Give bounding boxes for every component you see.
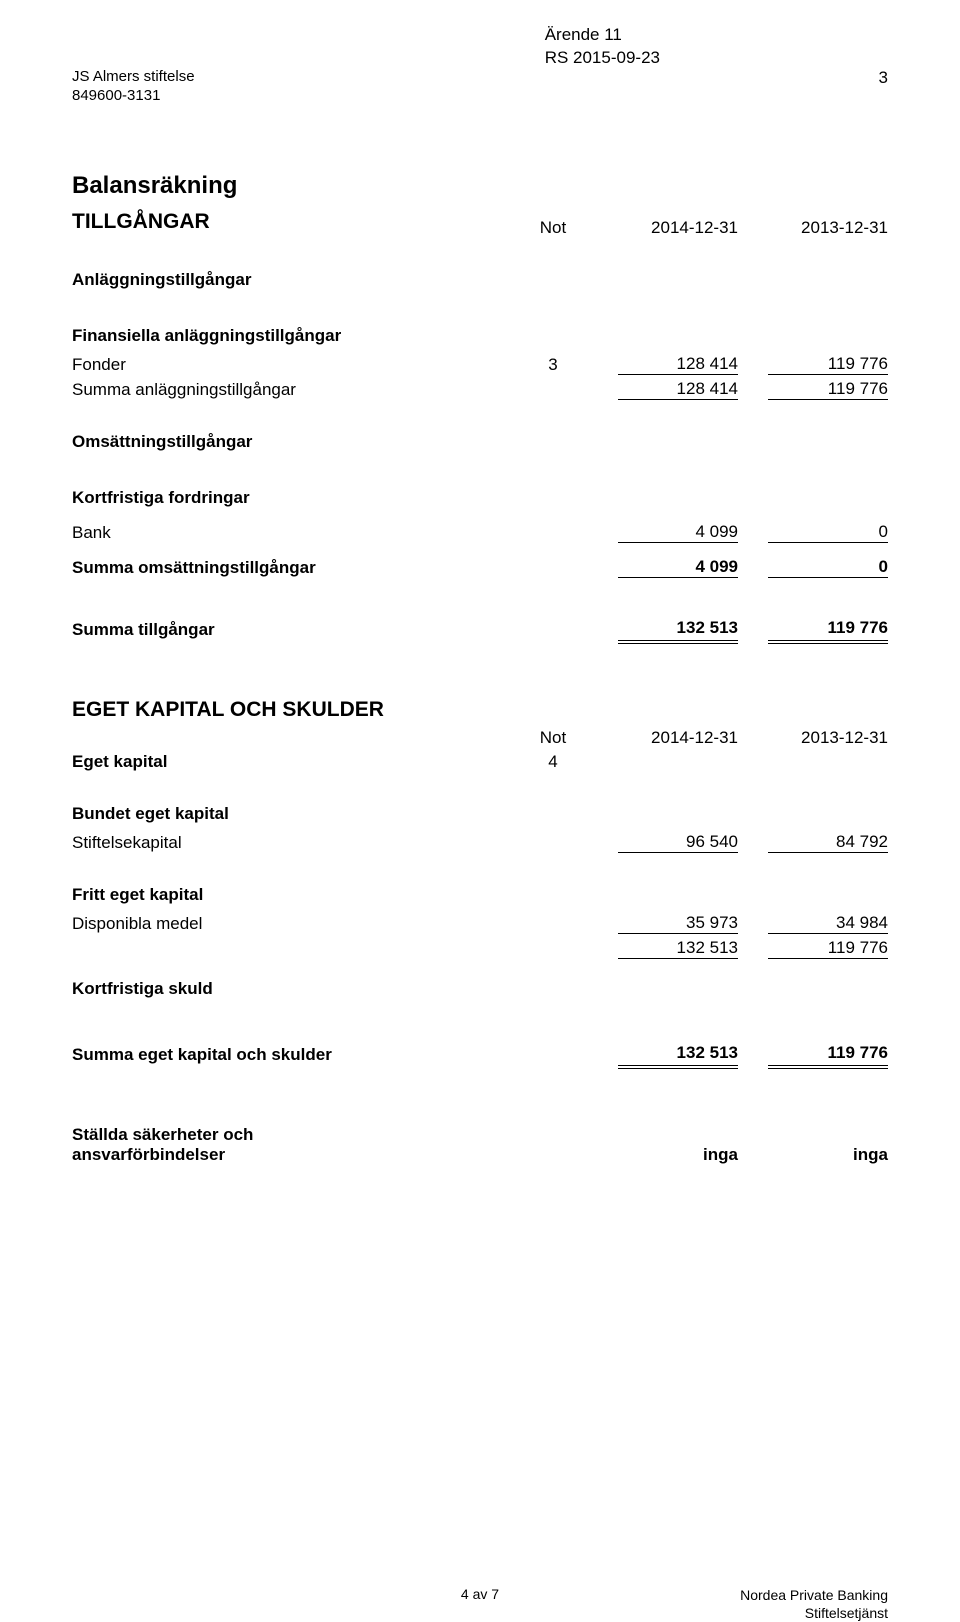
- table-row: Summa tillgångar 132 513 119 776: [72, 616, 888, 642]
- balance-header-table: Balansräkning TILLGÅNGAR Not 2014-12-31 …: [72, 170, 888, 240]
- stiftelsekapital-label: Stiftelsekapital: [72, 830, 518, 855]
- sum-current-label: Summa omsättningstillgångar: [72, 555, 518, 580]
- current-assets-header: Omsättningstillgångar: [72, 432, 888, 452]
- case-number: Ärende 11: [545, 24, 660, 47]
- table-row: 132 513 119 776: [72, 936, 888, 961]
- page: JS Almers stiftelse 849600-3131 Ärende 1…: [0, 0, 960, 1614]
- sum-equity-cur: 132 513: [618, 1043, 738, 1065]
- table-row: Ställda säkerheter och ansvarförbindelse…: [72, 1123, 888, 1167]
- table-row: Stiftelsekapital 96 540 84 792: [72, 830, 888, 855]
- equity-header-table: Not 2014-12-31 2013-12-31 Eget kapital 4: [72, 726, 888, 774]
- eget-kapital-note: 4: [518, 750, 588, 774]
- equity-period-current: 2014-12-31: [588, 726, 738, 750]
- eget-kapital-label: Eget kapital: [72, 750, 518, 774]
- disponibla-cur: 35 973: [618, 913, 738, 934]
- pledged-pri: inga: [853, 1145, 888, 1164]
- sum-equity-label: Summa eget kapital och skulder: [72, 1041, 518, 1067]
- sum-equity-table: Summa eget kapital och skulder 132 513 1…: [72, 1041, 888, 1067]
- table-row: Disponibla medel 35 973 34 984: [72, 911, 888, 936]
- bank-prior: 0: [768, 522, 888, 543]
- pledged-label-2: ansvarförbindelser: [72, 1145, 518, 1165]
- bank-current: 4 099: [618, 522, 738, 543]
- sum-assets-pri: 119 776: [768, 618, 888, 640]
- pledged-table: Ställda säkerheter och ansvarförbindelse…: [72, 1123, 888, 1167]
- sum-fixed-label: Summa anläggningstillgångar: [72, 377, 518, 402]
- bundet-header: Bundet eget kapital: [72, 804, 888, 824]
- subtotal-cur: 132 513: [618, 938, 738, 959]
- sum-assets-cur: 132 513: [618, 618, 738, 640]
- period-prior: 2013-12-31: [738, 208, 888, 240]
- receivables-header: Kortfristiga fordringar: [72, 488, 888, 508]
- subtotal-pri: 119 776: [768, 938, 888, 959]
- footer-right-line1: Nordea Private Banking: [740, 1586, 888, 1604]
- fritt-header: Fritt eget kapital: [72, 885, 888, 905]
- disponibla-label: Disponibla medel: [72, 911, 518, 936]
- content: Balansräkning TILLGÅNGAR Not 2014-12-31 …: [72, 170, 888, 1167]
- table-row: Bank 4 099 0: [72, 520, 888, 545]
- sum-current-pri: 0: [768, 557, 888, 578]
- disponibla-pri: 34 984: [768, 913, 888, 934]
- funds-note: 3: [518, 352, 588, 377]
- table-row: Summa omsättningstillgångar 4 099 0: [72, 555, 888, 580]
- pledged-cur: inga: [703, 1145, 738, 1164]
- funds-label: Fonder: [72, 352, 518, 377]
- fixed-assets-header: Anläggningstillgångar: [72, 270, 888, 290]
- financial-fixed-header: Finansiella anläggningstillgångar: [72, 326, 888, 346]
- page-number: 3: [879, 68, 888, 88]
- sum-assets-table: Summa tillgångar 132 513 119 776: [72, 616, 888, 642]
- balance-title: Balansräkning: [72, 172, 518, 200]
- kortfristiga-skuld: Kortfristiga skuld: [72, 979, 888, 999]
- sum-assets-label: Summa tillgångar: [72, 616, 518, 642]
- fritt-table: Disponibla medel 35 973 34 984 132 513 1…: [72, 911, 888, 961]
- table-row: Summa eget kapital och skulder 132 513 1…: [72, 1041, 888, 1067]
- sum-current-cur: 4 099: [618, 557, 738, 578]
- stiftelsekapital-cur: 96 540: [618, 832, 738, 853]
- equity-note-header: Not: [518, 726, 588, 750]
- funds-prior: 119 776: [768, 354, 888, 375]
- org-name: JS Almers stiftelse: [72, 68, 195, 87]
- bank-label: Bank: [72, 520, 518, 545]
- current-assets-table: Bank 4 099 0 Summa omsättningstillgångar…: [72, 520, 888, 580]
- assets-title: TILLGÅNGAR: [72, 210, 518, 234]
- table-row: Fonder 3 128 414 119 776: [72, 352, 888, 377]
- equity-period-prior: 2013-12-31: [738, 726, 888, 750]
- equity-title: EGET KAPITAL OCH SKULDER: [72, 698, 888, 722]
- table-row: Summa anläggningstillgångar 128 414 119 …: [72, 377, 888, 402]
- stiftelsekapital-pri: 84 792: [768, 832, 888, 853]
- case-date: RS 2015-09-23: [545, 47, 660, 70]
- fixed-assets-table: Fonder 3 128 414 119 776 Summa anläggnin…: [72, 352, 888, 402]
- footer-right: Nordea Private Banking Stiftelsetjänst: [740, 1586, 888, 1622]
- footer-right-line2: Stiftelsetjänst: [740, 1604, 888, 1622]
- sum-equity-pri: 119 776: [768, 1043, 888, 1065]
- header-right: Ärende 11 RS 2015-09-23: [545, 24, 660, 70]
- note-header: Not: [518, 208, 588, 240]
- header-left: JS Almers stiftelse 849600-3131: [72, 68, 195, 106]
- funds-current: 128 414: [618, 354, 738, 375]
- period-current: 2014-12-31: [588, 208, 738, 240]
- org-id: 849600-3131: [72, 87, 195, 106]
- pledged-label-1: Ställda säkerheter och: [72, 1125, 518, 1145]
- bundet-table: Stiftelsekapital 96 540 84 792: [72, 830, 888, 855]
- sum-fixed-prior: 119 776: [768, 379, 888, 400]
- sum-fixed-current: 128 414: [618, 379, 738, 400]
- footer-page-count: 4 av 7: [461, 1586, 499, 1602]
